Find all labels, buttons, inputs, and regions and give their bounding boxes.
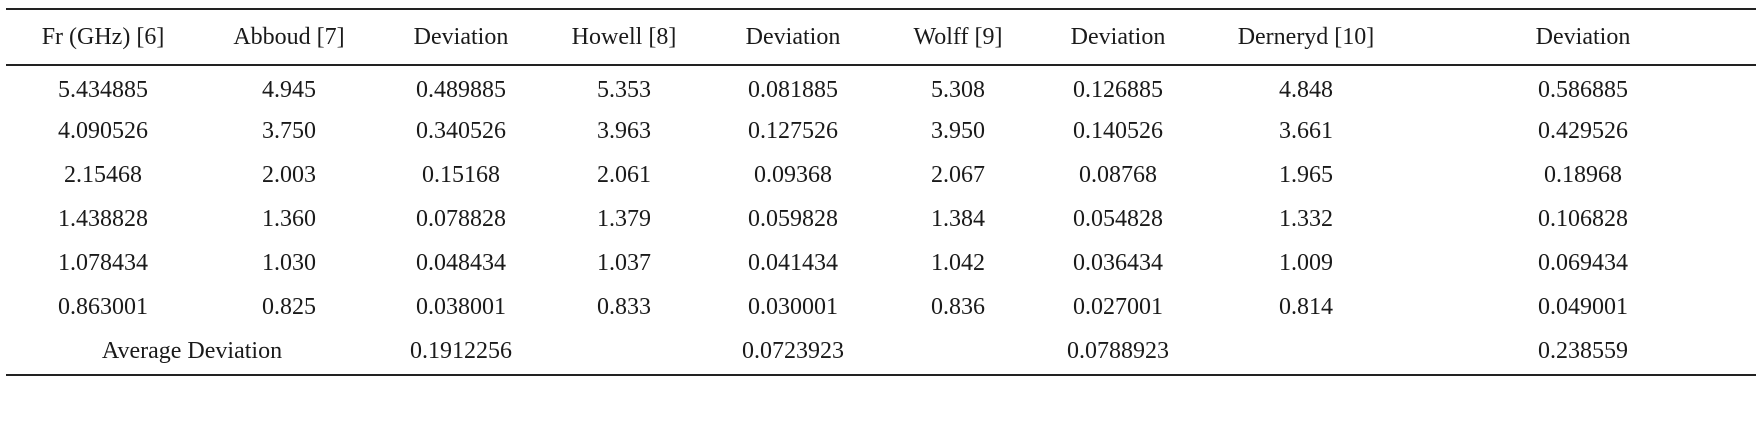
table-cell: 1.379 [597,205,651,232]
table-cell: 0.048434 [416,249,506,276]
table-cell: 0.833 [597,293,651,320]
table-cell: 3.661 [1279,117,1333,144]
table-cell: 1.042 [931,249,985,276]
table-cell: 0.127526 [748,117,838,144]
header-wolff: Wolff [9] [913,23,1003,50]
table-cell: 0.836 [931,293,985,320]
table-cell: 1.438828 [58,205,148,232]
table-cell: 0.814 [1279,293,1333,320]
table-cell: 0.030001 [748,293,838,320]
table-cell: 3.950 [931,117,985,144]
table-cell: 5.308 [931,77,985,103]
table-cell: 4.848 [1279,77,1333,103]
comparison-table-container: Fr (GHz) [6] Abboud [7] Deviation Howell… [6,8,1756,376]
header-howell: Howell [8] [571,23,677,50]
table-cell: 0.069434 [1538,249,1628,276]
average-deviation-row: Average Deviation 0.1912256 0.0723923 0.… [6,329,1756,375]
table-cell: 0.106828 [1538,205,1628,232]
table-cell: 1.332 [1279,205,1333,232]
table-cell: 0.078828 [416,205,506,232]
table-cell: 0.340526 [416,117,506,144]
table-cell: 4.945 [262,77,316,103]
table-cell: 1.037 [597,249,651,276]
header-deviation-derneryd: Deviation [1535,23,1631,50]
table-cell: 0.586885 [1538,77,1628,103]
table-row: 1.078434 1.030 0.048434 1.037 0.041434 1… [6,241,1756,285]
table-row: 4.090526 3.750 0.340526 3.963 0.127526 3… [6,109,1756,153]
table-header: Fr (GHz) [6] Abboud [7] Deviation Howell… [6,9,1756,65]
table-body: 5.434885 4.945 0.489885 5.353 0.081885 5… [6,65,1756,375]
table-cell: 1.384 [931,205,985,232]
table-cell: 1.360 [262,205,316,232]
table-cell: 2.067 [931,161,985,188]
table-cell: 0.038001 [416,293,506,320]
table-cell: 0.049001 [1538,293,1628,320]
table-cell: 0.041434 [748,249,838,276]
table-row: 5.434885 4.945 0.489885 5.353 0.081885 5… [6,65,1756,109]
average-deviation-howell: 0.0723923 [742,338,844,364]
header-deviation-wolff: Deviation [1070,23,1166,50]
table-cell: 0.054828 [1073,205,1163,232]
table-cell: 0.081885 [748,77,838,103]
table-row: 2.15468 2.003 0.15168 2.061 0.09368 2.06… [6,153,1756,197]
table-cell: 0.059828 [748,205,838,232]
header-derneryd: Derneryd [10] [1237,23,1375,50]
header-deviation-abboud: Deviation [413,23,509,50]
header-deviation-howell: Deviation [745,23,841,50]
comparison-table: Fr (GHz) [6] Abboud [7] Deviation Howell… [6,8,1756,376]
header-fr: Fr (GHz) [6] [41,23,165,50]
table-cell: 0.08768 [1079,161,1157,188]
average-deviation-derneryd: 0.238559 [1538,338,1628,364]
table-cell: 0.140526 [1073,117,1163,144]
average-deviation-label: Average Deviation [101,338,283,364]
table-cell: 1.009 [1279,249,1333,276]
table-cell: 2.003 [262,161,316,188]
table-row: 1.438828 1.360 0.078828 1.379 0.059828 1… [6,197,1756,241]
table-cell: 0.18968 [1544,161,1622,188]
table-cell: 0.825 [262,293,316,320]
header-abboud: Abboud [7] [233,23,345,50]
table-cell: 5.353 [597,77,651,103]
empty-cell [544,329,704,375]
table-cell: 0.15168 [422,161,500,188]
table-cell: 4.090526 [58,117,148,144]
table-cell: 0.429526 [1538,117,1628,144]
empty-cell [882,329,1034,375]
table-cell: 1.965 [1279,161,1333,188]
table-cell: 5.434885 [58,77,148,103]
empty-cell [1202,329,1410,375]
average-deviation-wolff: 0.0788923 [1067,338,1169,364]
table-cell: 0.126885 [1073,77,1163,103]
table-cell: 0.863001 [58,293,148,320]
table-cell: 3.750 [262,117,316,144]
table-row: 0.863001 0.825 0.038001 0.833 0.030001 0… [6,285,1756,329]
table-cell: 2.061 [597,161,651,188]
table-cell: 0.036434 [1073,249,1163,276]
table-cell: 1.078434 [58,249,148,276]
table-cell: 0.027001 [1073,293,1163,320]
table-cell: 1.030 [262,249,316,276]
table-cell: 0.09368 [754,161,832,188]
table-cell: 3.963 [597,117,651,144]
header-row: Fr (GHz) [6] Abboud [7] Deviation Howell… [6,9,1756,65]
table-cell: 0.489885 [416,77,506,103]
average-deviation-abboud: 0.1912256 [410,338,512,364]
table-cell: 2.15468 [64,161,142,188]
